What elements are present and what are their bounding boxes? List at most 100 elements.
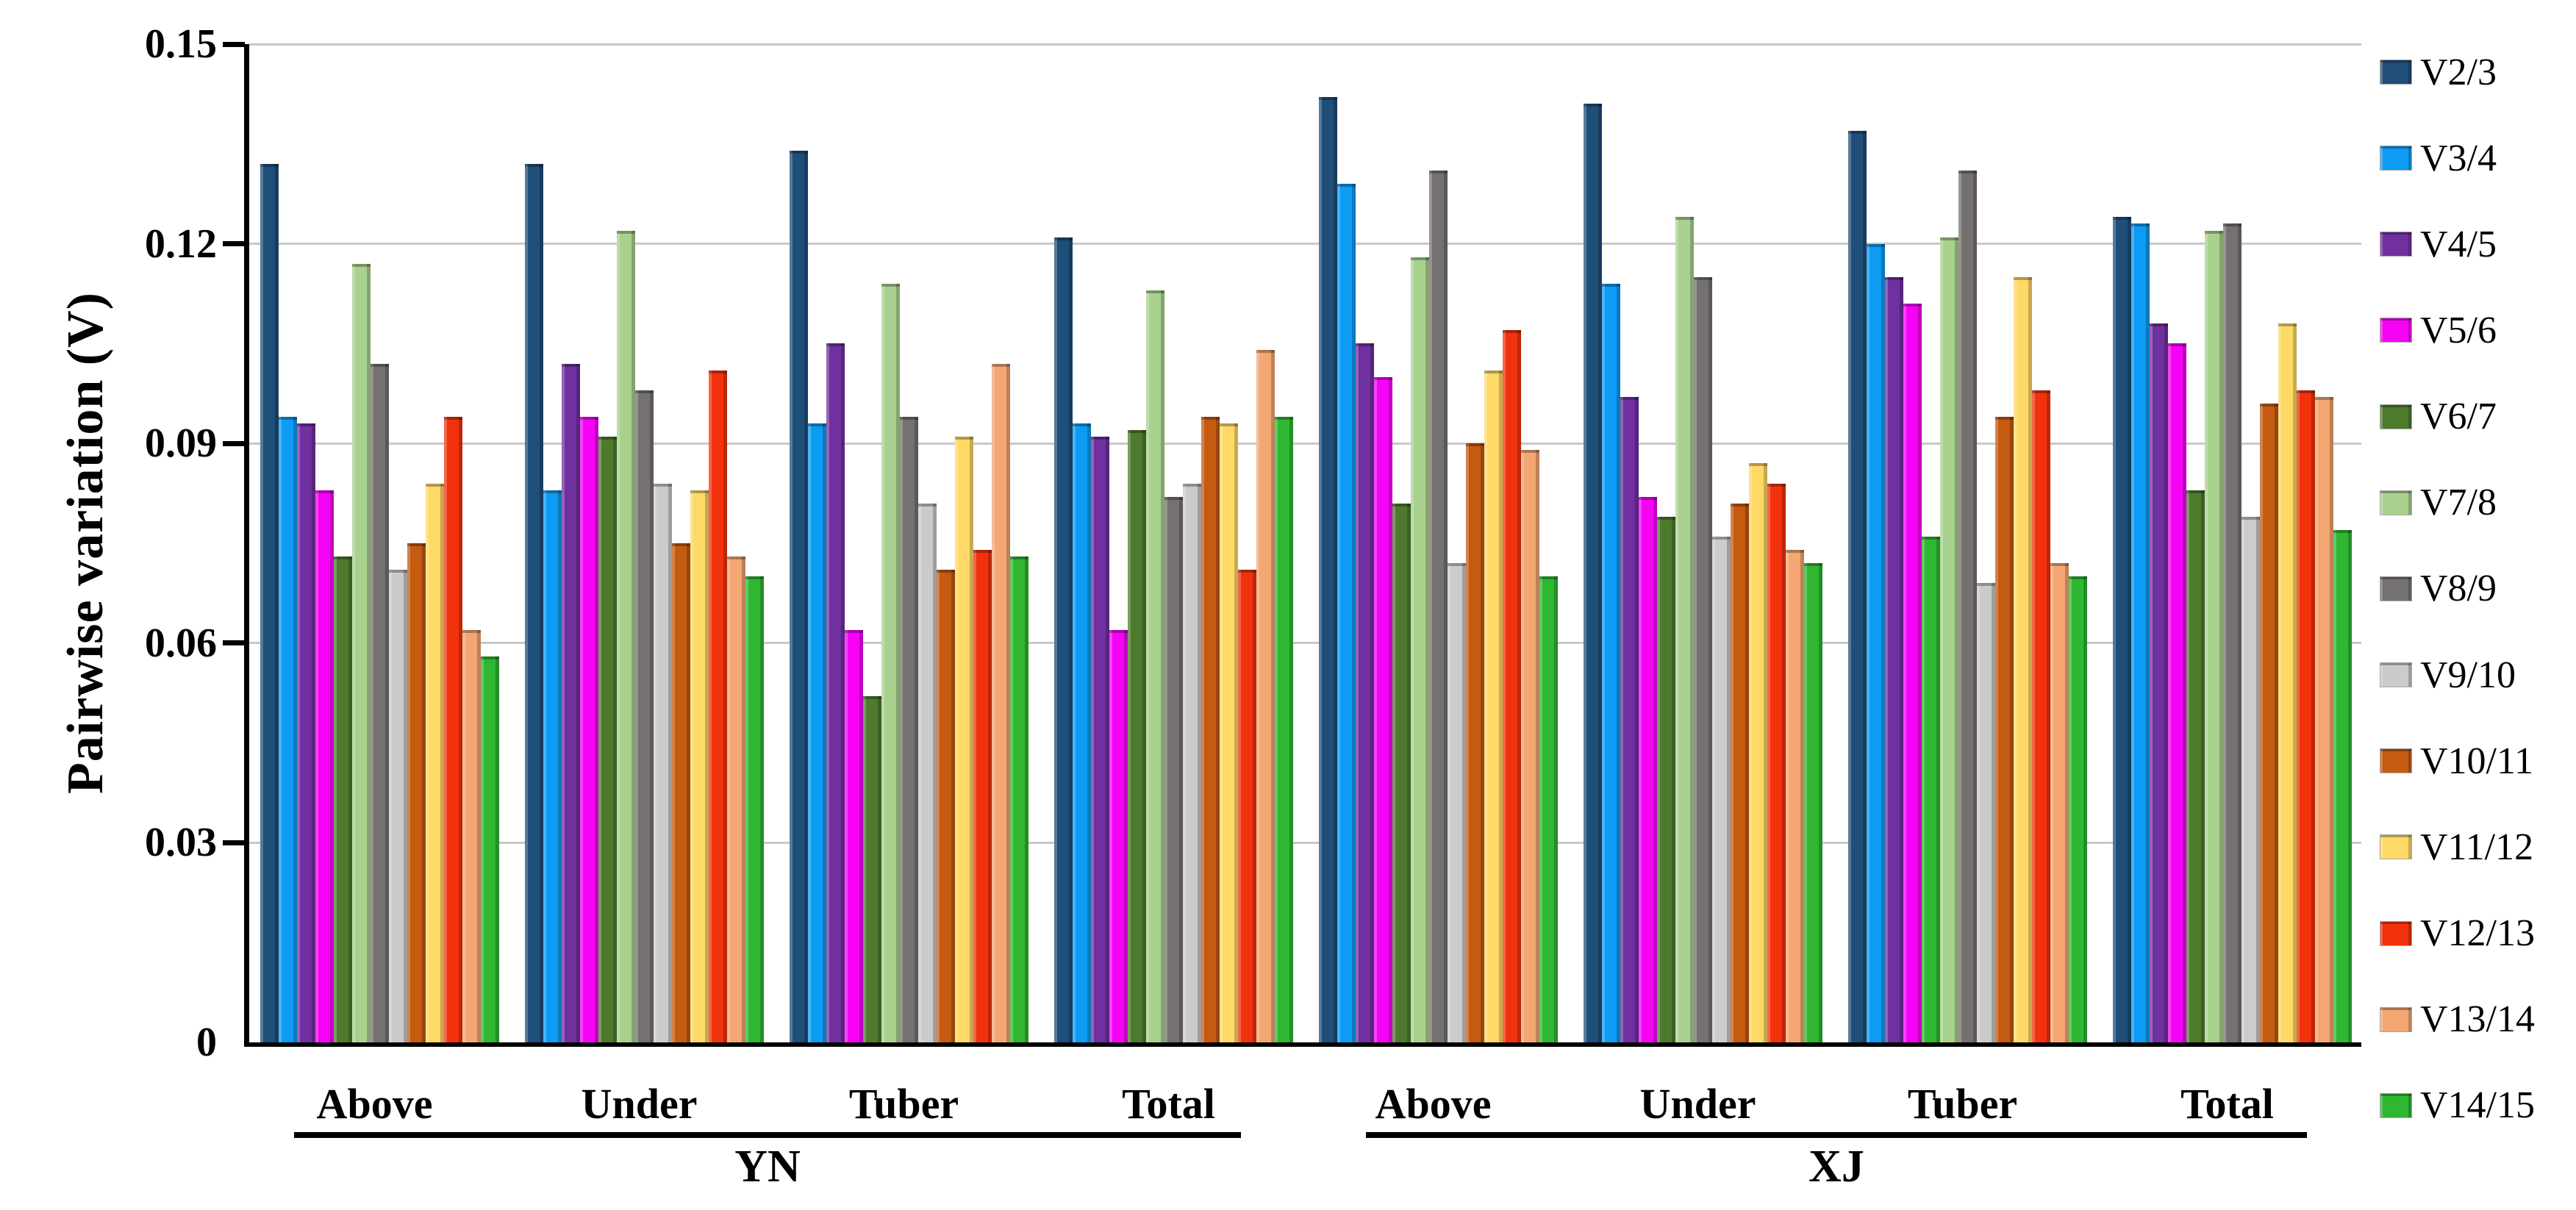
bar-V10-11 [937,570,955,1042]
legend-item: V9/10 [2380,654,2572,696]
bar-V4-5 [1091,437,1109,1042]
bar-V10-11 [407,543,426,1042]
bar-V8-9 [2223,223,2242,1042]
x-category-label: Tuber [1907,1080,2018,1128]
bar-V7-8 [1940,237,1958,1042]
bar-V3-4 [1602,283,1620,1042]
legend-color-swatch [2380,1006,2412,1032]
bar-V13-14 [1256,350,1275,1042]
legend-color-swatch [2380,318,2412,343]
bar-V11-12 [426,483,444,1042]
bar-group-tuber-6 [1848,130,2087,1042]
bar-group-under-5 [1584,104,1822,1042]
legend-color-swatch [2380,490,2412,515]
legend-color-swatch [2380,232,2412,257]
legend-item: V5/6 [2380,309,2572,351]
y-tick-label: 0.12 [145,221,217,267]
legend-item-label: V9/10 [2420,654,2516,696]
legend-color-swatch [2380,60,2412,85]
bar-V6-7 [2186,490,2205,1042]
bar-V5-6 [315,490,334,1042]
bar-V6-7 [863,696,881,1042]
bar-V6-7 [1128,430,1146,1042]
bar-V4-5 [297,423,315,1042]
bar-V12-13 [973,550,992,1042]
bar-V4-5 [1356,343,1374,1042]
bar-V9-10 [918,503,937,1042]
bar-V13-14 [2315,396,2333,1042]
bar-V5-6 [1109,629,1128,1042]
legend-item-label: V12/13 [2420,912,2535,955]
y-axis-tick [223,41,245,47]
x-category-label: Above [1375,1080,1492,1128]
y-tick-label: 0 [196,1020,217,1065]
bar-V11-12 [2278,323,2297,1042]
x-category-label: Tuber [848,1080,959,1128]
region-label-xj: XJ [1808,1142,1864,1192]
bar-V8-9 [900,417,918,1042]
region-label-yn: YN [734,1142,801,1192]
x-category-label: Under [1639,1080,1756,1128]
legend-item: V4/5 [2380,223,2572,265]
bar-V6-7 [1392,503,1411,1042]
legend-item-label: V7/8 [2420,482,2497,524]
bar-group-above-0 [260,163,499,1042]
bar-V5-6 [1639,496,1657,1042]
bar-V7-8 [1146,290,1164,1042]
bar-V6-7 [598,437,617,1042]
bar-V2-3 [2113,217,2131,1042]
bar-V14-15 [481,656,499,1042]
bar-V8-9 [635,390,654,1042]
bar-V7-8 [352,263,371,1042]
bar-V7-8 [617,230,635,1042]
gridline [249,442,2361,445]
bar-V9-10 [1977,583,1995,1042]
bar-V14-15 [1010,556,1028,1042]
bar-V4-5 [1620,396,1639,1042]
bar-V12-13 [1238,570,1256,1042]
bar-V9-10 [1712,536,1731,1042]
bar-V10-11 [1466,443,1484,1042]
y-tick-label: 0.03 [145,820,217,866]
bar-V9-10 [654,483,672,1042]
bar-group-above-4 [1319,97,1558,1042]
y-axis-tick [223,840,245,845]
bar-V7-8 [1675,217,1694,1042]
legend-item-label: V4/5 [2420,223,2497,265]
y-tick-label: 0.09 [145,420,217,467]
bar-V14-15 [1275,417,1293,1042]
x-category-label: Total [1122,1080,1215,1128]
gridline [249,642,2361,645]
legend-item-label: V2/3 [2420,51,2497,93]
bar-V11-12 [1220,423,1238,1042]
bar-V13-14 [1786,550,1804,1042]
bar-V12-13 [444,417,462,1042]
y-axis-tick [223,241,245,247]
bar-V11-12 [690,490,709,1042]
chart-legend: V2/3 V3/4 V4/5 V5/6 V6/7 V7/8 V8/9 V9/10 V10/11 V… [2380,51,2572,1126]
bar-V8-9 [1694,276,1712,1042]
legend-item: V3/4 [2380,137,2572,179]
bar-V13-14 [992,363,1010,1042]
legend-color-swatch [2380,576,2412,601]
bar-V9-10 [1448,563,1466,1042]
x-category-labels: Above Under Tuber Total Above Under Tuber Total [244,1047,2356,1135]
bar-V3-4 [1337,184,1356,1042]
bar-V2-3 [260,163,279,1042]
legend-item-label: V8/9 [2420,568,2497,610]
plot-area [223,41,2361,1047]
y-tick-label: 0.06 [145,620,217,666]
bar-V14-15 [2069,576,2087,1042]
x-category-label: Above [316,1080,433,1128]
bar-V13-14 [1521,450,1539,1042]
bar-group-under-1 [525,163,764,1042]
bar-V10-11 [1995,417,2014,1042]
gridline [249,841,2361,844]
y-tick-label: 0.15 [145,21,217,67]
bar-V2-3 [525,163,543,1042]
bar-V3-4 [2131,223,2150,1042]
legend-item-label: V14/15 [2420,1084,2535,1127]
legend-item: V7/8 [2380,482,2572,523]
legend-item-label: V6/7 [2420,395,2497,438]
